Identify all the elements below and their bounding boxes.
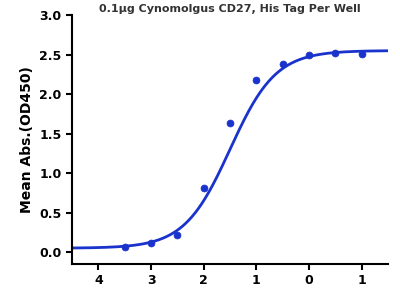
Point xyxy=(306,52,312,57)
Y-axis label: Mean Abs.(OD450): Mean Abs.(OD450) xyxy=(20,66,34,213)
Point xyxy=(200,186,207,190)
Point xyxy=(122,244,128,249)
Point xyxy=(174,232,180,237)
Title: 0.1μg Cynomolgus CD27, His Tag Per Well: 0.1μg Cynomolgus CD27, His Tag Per Well xyxy=(99,4,361,14)
Point xyxy=(332,50,338,55)
Point xyxy=(280,61,286,66)
Point xyxy=(253,77,260,82)
Point xyxy=(148,241,154,246)
Point xyxy=(358,51,365,56)
Point xyxy=(227,120,233,125)
